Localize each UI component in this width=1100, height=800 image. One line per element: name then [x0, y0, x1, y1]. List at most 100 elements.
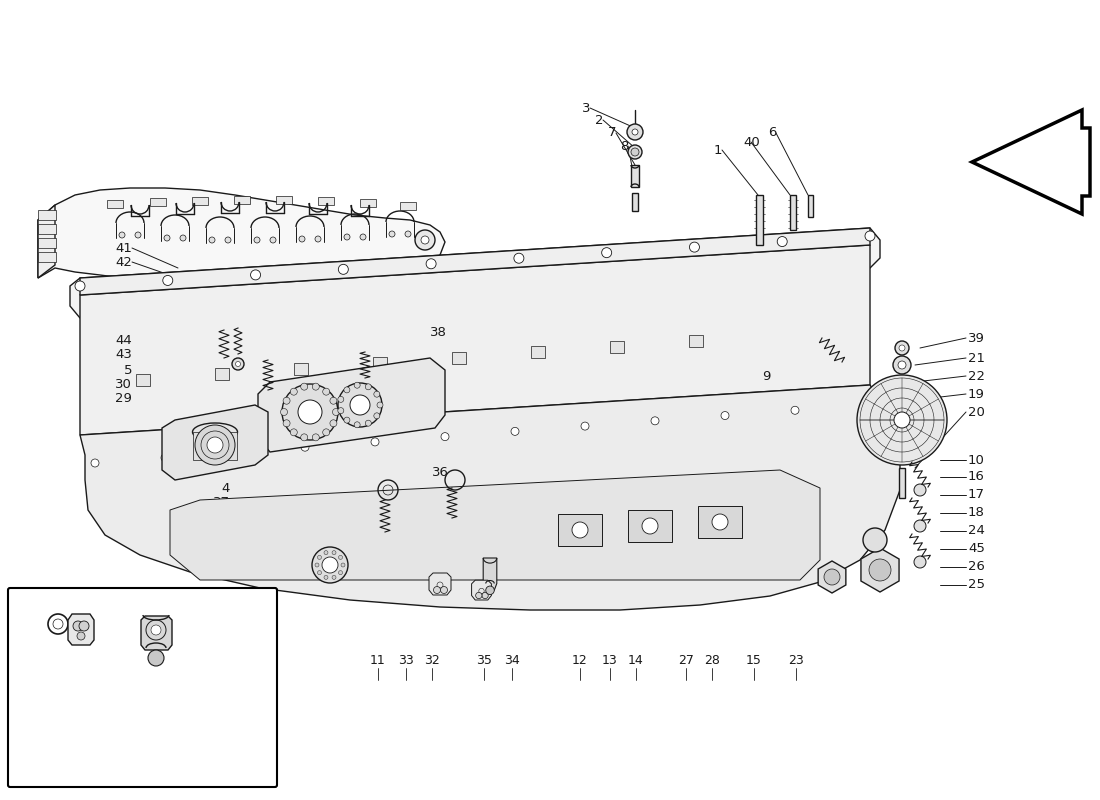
Bar: [276, 196, 292, 204]
Circle shape: [899, 345, 905, 351]
Text: 13: 13: [602, 654, 618, 666]
Text: 17: 17: [968, 489, 984, 502]
Bar: [39, 252, 56, 262]
Circle shape: [720, 411, 729, 419]
Circle shape: [778, 237, 788, 246]
Text: 7: 7: [608, 126, 616, 139]
Circle shape: [486, 586, 494, 594]
Text: 32: 32: [177, 670, 192, 683]
Circle shape: [441, 433, 449, 441]
Bar: [808, 195, 813, 217]
Bar: [318, 197, 334, 205]
Bar: [690, 335, 703, 347]
Text: Valid till... see description: Valid till... see description: [15, 707, 212, 721]
Text: 20: 20: [968, 406, 984, 418]
Circle shape: [514, 254, 524, 263]
Bar: [899, 468, 905, 498]
Circle shape: [290, 388, 297, 395]
Circle shape: [627, 124, 644, 140]
FancyBboxPatch shape: [8, 588, 277, 787]
Circle shape: [270, 237, 276, 243]
Text: 19: 19: [968, 387, 984, 401]
Circle shape: [405, 231, 411, 237]
Polygon shape: [972, 110, 1090, 214]
Circle shape: [324, 550, 328, 554]
Bar: [631, 165, 639, 187]
Circle shape: [315, 563, 319, 567]
Circle shape: [433, 586, 440, 594]
Circle shape: [374, 391, 379, 397]
Circle shape: [312, 383, 319, 390]
Text: 41: 41: [116, 242, 132, 254]
Circle shape: [344, 387, 350, 393]
Circle shape: [322, 557, 338, 573]
Circle shape: [350, 395, 370, 415]
Text: 34: 34: [504, 654, 520, 666]
Circle shape: [415, 230, 434, 250]
Text: 29: 29: [116, 391, 132, 405]
Circle shape: [377, 402, 383, 408]
Circle shape: [231, 449, 239, 457]
Bar: [234, 196, 250, 204]
Circle shape: [290, 429, 297, 436]
Circle shape: [893, 356, 911, 374]
Bar: [452, 352, 466, 363]
Text: 9: 9: [762, 370, 770, 382]
Circle shape: [791, 406, 799, 414]
Circle shape: [632, 129, 638, 135]
Text: 16: 16: [968, 470, 984, 483]
Bar: [400, 202, 416, 210]
Bar: [632, 193, 638, 211]
Circle shape: [339, 264, 349, 274]
Circle shape: [338, 408, 344, 414]
Circle shape: [79, 621, 89, 631]
Circle shape: [914, 520, 926, 532]
Text: Vale fino... vedi descrizione: Vale fino... vedi descrizione: [15, 694, 222, 706]
Circle shape: [895, 341, 909, 355]
Text: 35: 35: [476, 654, 492, 666]
Circle shape: [209, 237, 214, 243]
Circle shape: [344, 417, 350, 423]
Text: 27: 27: [678, 654, 694, 666]
Circle shape: [73, 621, 82, 631]
Circle shape: [894, 412, 910, 428]
Circle shape: [330, 398, 337, 404]
Circle shape: [77, 632, 85, 640]
Circle shape: [865, 231, 874, 241]
Circle shape: [301, 443, 309, 451]
Circle shape: [365, 420, 372, 426]
Circle shape: [119, 232, 125, 238]
Bar: [610, 341, 624, 353]
Polygon shape: [70, 228, 880, 318]
Bar: [150, 198, 166, 206]
Text: 32: 32: [425, 654, 440, 666]
Bar: [360, 199, 376, 207]
Circle shape: [339, 555, 342, 559]
Bar: [192, 197, 208, 205]
Circle shape: [651, 417, 659, 425]
Bar: [531, 346, 546, 358]
Text: 985: 985: [556, 393, 845, 527]
Circle shape: [251, 270, 261, 280]
Circle shape: [869, 559, 891, 581]
Circle shape: [642, 518, 658, 534]
Text: 25: 25: [968, 578, 984, 591]
Circle shape: [151, 625, 161, 635]
Circle shape: [482, 592, 488, 598]
Bar: [136, 374, 151, 386]
Bar: [756, 195, 763, 245]
Text: 23: 23: [788, 654, 804, 666]
Circle shape: [235, 362, 241, 366]
Circle shape: [322, 388, 330, 395]
Text: 21: 21: [968, 351, 984, 365]
Circle shape: [148, 650, 164, 666]
Text: 11: 11: [18, 670, 33, 683]
Bar: [790, 195, 796, 230]
Circle shape: [195, 425, 235, 465]
Bar: [39, 238, 56, 248]
Polygon shape: [141, 616, 172, 650]
Circle shape: [475, 592, 482, 598]
Circle shape: [344, 234, 350, 240]
Circle shape: [91, 459, 99, 467]
Polygon shape: [80, 228, 870, 295]
